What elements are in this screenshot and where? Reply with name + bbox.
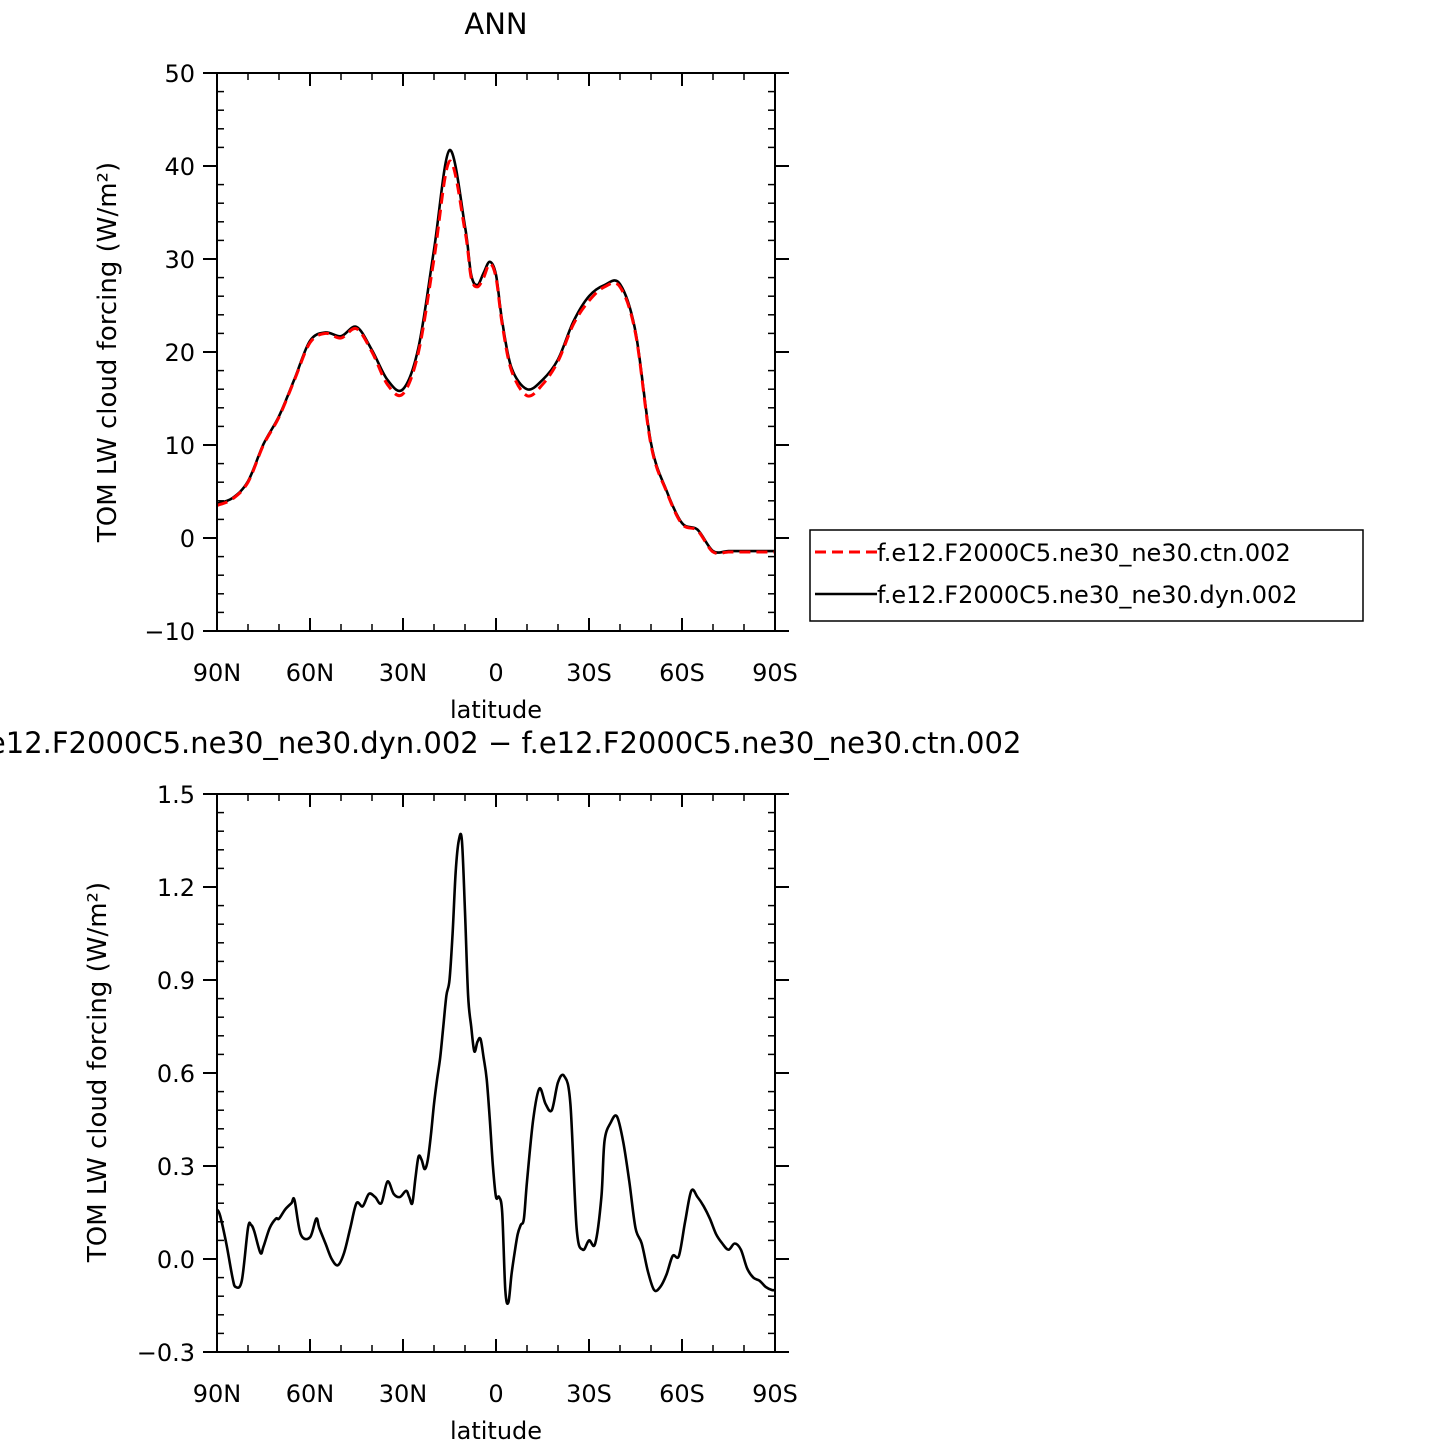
top-chart: ANN TOM LW cloud forcing (W/m²) latitude…	[93, 7, 798, 724]
top-chart-title: ANN	[464, 7, 527, 41]
bottom-y-tick-label: 0.3	[157, 1153, 195, 1181]
top-y-tick-label: −10	[144, 618, 195, 646]
bottom-x-tick-label: 30N	[379, 1380, 428, 1408]
bottom-y-tick-label: 0.9	[157, 967, 195, 995]
top-x-tick-label: 90S	[752, 659, 798, 687]
legend-label-ctn: f.e12.F2000C5.ne30_ne30.ctn.002	[877, 539, 1291, 567]
top-y-tick-label: 0	[180, 525, 195, 553]
bottom-y-tick-label: 1.5	[157, 781, 195, 809]
bottom-plot-frame	[216, 793, 776, 1353]
top-chart-ylabel: TOM LW cloud forcing (W/m²)	[93, 162, 123, 543]
legend-label-dyn: f.e12.F2000C5.ne30_ne30.dyn.002	[877, 581, 1298, 609]
top-series-line-1	[216, 159, 775, 556]
bottom-x-tick-label: 90S	[752, 1380, 798, 1408]
top-x-tick-label: 30N	[379, 659, 428, 687]
top-series-line-2	[216, 148, 775, 554]
top-y-tick-label: 50	[164, 60, 195, 88]
top-x-tick-label: 30S	[566, 659, 612, 687]
top-y-tick-label: 10	[164, 432, 195, 460]
bottom-chart-ylabel: TOM LW cloud forcing (W/m²)	[83, 882, 113, 1263]
bottom-series-line-1	[215, 832, 776, 1305]
top-x-tick-label: 0	[488, 659, 503, 687]
top-y-tick-label: 40	[164, 153, 195, 181]
bottom-y-tick-label: −0.3	[137, 1339, 195, 1367]
bottom-y-tick-label: 1.2	[157, 874, 195, 902]
bottom-x-tick-label: 90N	[193, 1380, 242, 1408]
top-y-tick-label: 20	[164, 339, 195, 367]
bottom-x-tick-label: 60S	[659, 1380, 705, 1408]
top-chart-legend: f.e12.F2000C5.ne30_ne30.ctn.002 f.e12.F2…	[809, 529, 1364, 622]
top-x-tick-label: 60N	[286, 659, 335, 687]
top-x-tick-label: 60S	[659, 659, 705, 687]
top-x-tick-label: 90N	[193, 659, 242, 687]
top-plot-frame	[216, 72, 776, 632]
bottom-y-tick-label: 0.6	[157, 1060, 195, 1088]
bottom-chart-title: f.e12.F2000C5.ne30_ne30.dyn.002 − f.e12.…	[0, 726, 1021, 760]
legend-box	[809, 529, 1364, 622]
bottom-x-tick-label: 30S	[566, 1380, 612, 1408]
bottom-x-tick-label: 0	[488, 1380, 503, 1408]
bottom-x-tick-label: 60N	[286, 1380, 335, 1408]
bottom-chart: f.e12.F2000C5.ne30_ne30.dyn.002 − f.e12.…	[0, 726, 1021, 1445]
bottom-y-tick-label: 0.0	[157, 1246, 195, 1274]
top-chart-xlabel: latitude	[450, 696, 542, 724]
top-y-tick-label: 30	[164, 246, 195, 274]
bottom-chart-xlabel: latitude	[450, 1417, 542, 1445]
